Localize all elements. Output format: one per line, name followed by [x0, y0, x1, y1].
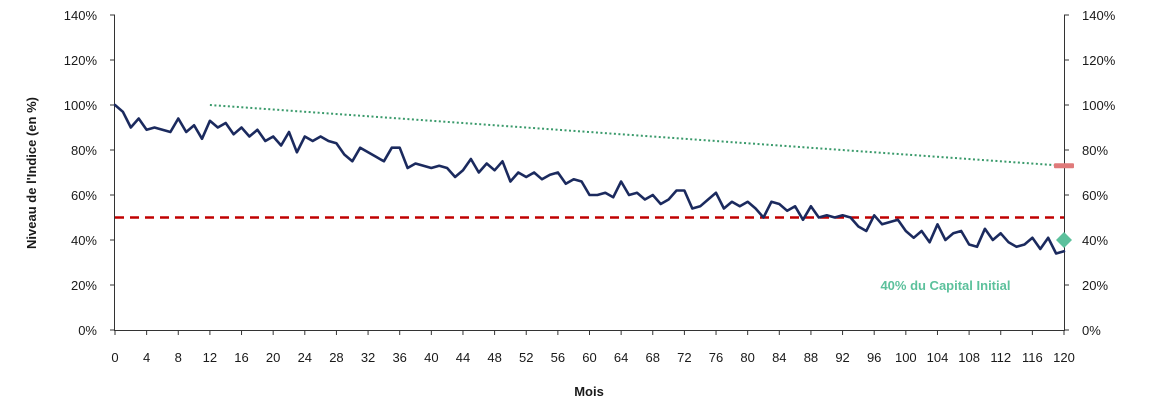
- index-level-line: [113, 103, 1066, 255]
- y-tick-label-left: 60%: [71, 188, 97, 203]
- x-tick-label: 92: [835, 350, 849, 365]
- x-tick-label: 0: [111, 350, 118, 365]
- y-axis-right-ticks: 0% 20% 40% 60% 80% 100% 120% 140%: [1064, 8, 1116, 338]
- x-tick-label: 4: [143, 350, 150, 365]
- y-tick-label-left: 140%: [64, 8, 98, 23]
- y-axis-title: Niveau de l'Indice (en %): [24, 97, 39, 249]
- x-tick-label: 60: [582, 350, 596, 365]
- y-tick-label-right: 20%: [1082, 278, 1108, 293]
- x-tick-label: 44: [456, 350, 470, 365]
- y-tick-label-right: 120%: [1082, 53, 1116, 68]
- y-tick-label-left: 0%: [78, 323, 97, 338]
- capital-annotation: 40% du Capital Initial: [880, 278, 1010, 293]
- y-tick-label-left: 100%: [64, 98, 98, 113]
- x-tick-label: 56: [551, 350, 565, 365]
- capital-diamond-marker: [1056, 232, 1072, 248]
- dotted-trend-line: [209, 104, 1065, 167]
- x-tick-label: 88: [804, 350, 818, 365]
- x-tick-label: 120: [1053, 350, 1075, 365]
- x-tick-label: 20: [266, 350, 280, 365]
- x-tick-label: 104: [927, 350, 949, 365]
- x-tick-label: 40: [424, 350, 438, 365]
- series-layer: [113, 103, 1066, 255]
- y-tick-label-right: 80%: [1082, 143, 1108, 158]
- y-axis-left-ticks: 0% 20% 40% 60% 80% 100% 120% 140%: [64, 8, 115, 338]
- y-tick-label-right: 140%: [1082, 8, 1116, 23]
- x-axis-ticks: 0 4 8 12 16 20 24 28 32 36 40 44 48 52 56 60 64 68 72 76 80 8…: [111, 330, 1075, 365]
- x-tick-label: 8: [175, 350, 182, 365]
- x-tick-label: 36: [392, 350, 406, 365]
- x-tick-label: 64: [614, 350, 628, 365]
- x-tick-label: 68: [646, 350, 660, 365]
- x-tick-label: 112: [990, 350, 1011, 365]
- final-level-marker: [1054, 163, 1074, 169]
- y-tick-label-left: 80%: [71, 143, 97, 158]
- x-tick-label: 28: [329, 350, 343, 365]
- y-tick-label-left: 120%: [64, 53, 98, 68]
- x-tick-label: 52: [519, 350, 533, 365]
- x-tick-label: 116: [1022, 350, 1043, 365]
- marker-layer: [1054, 163, 1074, 248]
- y-tick-label-right: 100%: [1082, 98, 1116, 113]
- x-tick-label: 32: [361, 350, 375, 365]
- x-tick-label: 108: [958, 350, 980, 365]
- y-tick-label-left: 40%: [71, 233, 97, 248]
- x-tick-label: 96: [867, 350, 881, 365]
- y-tick-label-right: 60%: [1082, 188, 1108, 203]
- x-tick-label: 24: [298, 350, 312, 365]
- x-tick-label: 100: [895, 350, 917, 365]
- y-tick-label-left: 20%: [71, 278, 97, 293]
- x-axis-title: Mois: [574, 384, 604, 399]
- x-tick-label: 16: [234, 350, 248, 365]
- x-tick-label: 12: [203, 350, 217, 365]
- plot-area: 0 4 8 12 16 20 24 28 32 36 40 44 48 52 56 60 64 68 72 76 80 8…: [64, 8, 1116, 365]
- annotation-layer: 40% du Capital Initial: [880, 278, 1010, 293]
- x-tick-label: 48: [487, 350, 501, 365]
- x-tick-label: 72: [677, 350, 691, 365]
- x-tick-label: 84: [772, 350, 786, 365]
- x-tick-label: 76: [709, 350, 723, 365]
- y-tick-label-right: 40%: [1082, 233, 1108, 248]
- x-tick-label: 80: [740, 350, 754, 365]
- y-tick-label-right: 0%: [1082, 323, 1101, 338]
